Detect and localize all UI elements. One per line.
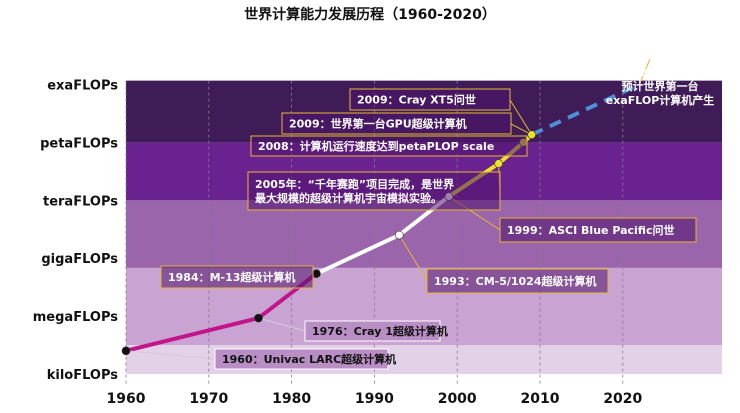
annotation-text-asci: 1999：ASCI Blue Pacific问世 (507, 223, 674, 237)
annotation-box-gpu (281, 112, 512, 135)
annotation-text-gpu: 2009：世界第一台GPU超级计算机 (289, 117, 467, 131)
annotation-box-tianhe (247, 171, 501, 211)
annotation-box-asci (499, 217, 697, 243)
annotation-text-m13: 1984：M-13超级计算机 (168, 270, 295, 284)
marker-1983 (312, 269, 321, 278)
leader-exa (638, 58, 651, 85)
annotation-text-tianhe: 2005年：“千年赛跑”项目完成，是世界 (255, 177, 454, 191)
x-tick-1960: 1960 (107, 391, 146, 407)
annotation-text-exa: 2021： (639, 66, 681, 79)
marker-2005 (494, 159, 503, 168)
y-tick-teraFLOPs: teraFLOPs (43, 194, 118, 209)
y-tick-exaFLOPs: exaFLOPs (47, 79, 118, 94)
y-axis-ticks: kiloFLOPs megaFLOPs gigaFLOPs teraFLOPs peta… (33, 79, 118, 384)
annotation-layer: 1960：Univac LARC超级计算机 1976：Cray 1超级计算机 198… (160, 66, 715, 370)
annotation-text-tianhe: 最大规模的超级计算机宇宙模拟实验。 (255, 191, 442, 205)
annotation-text-cray1: 1976：Cray 1超级计算机 (312, 324, 448, 338)
marker-1976 (254, 313, 263, 323)
annotation-box-peta (250, 135, 528, 157)
marker-2009 (527, 130, 537, 139)
x-tick-2010: 2010 (521, 391, 560, 407)
annotation-text-exa: 预计世界第一台 (622, 79, 699, 93)
annotation-text-exa: exaFLOP计算机产生 (606, 93, 715, 107)
leader-cray1 (258, 317, 306, 332)
annotation-box-cray1 (304, 320, 441, 342)
leader-univac (125, 350, 216, 360)
chart-title: 世界计算能力发展历程（1960-2020） (244, 6, 496, 23)
x-tick-1990: 1990 (355, 391, 394, 407)
x-tick-1970: 1970 (189, 391, 228, 407)
annotation-box-m13 (160, 265, 314, 289)
y-tick-kiloFLOPs: kiloFLOPs (47, 368, 119, 383)
x-tick-2020: 2020 (603, 391, 642, 407)
x-tick-2000: 2000 (438, 391, 477, 407)
y-tick-megaFLOPs: megaFLOPs (33, 310, 118, 325)
leader-xt5 (509, 99, 533, 135)
annotation-text-peta: 2008：计算机运行速度达到petaPLOP scale (258, 139, 494, 153)
annotation-text-univac: 1960：Univac LARC超级计算机 (222, 352, 396, 366)
annotation-box-xt5 (349, 88, 511, 111)
annotation-box-univac (214, 348, 389, 370)
x-axis-ticks: 1960 1970 1980 1990 2000 2010 2020 (107, 391, 643, 407)
marker-1993 (394, 230, 404, 240)
annotation-text-cm5: 1993：CM-5/1024超级计算机 (434, 274, 597, 288)
annotation-box-cm5 (426, 268, 609, 294)
y-tick-gigaFLOPs: gigaFLOPs (41, 252, 118, 267)
marker-1960 (121, 346, 131, 356)
y-tick-petaFLOPs: petaFLOPs (40, 136, 118, 151)
annotation-text-xt5: 2009：Cray XT5问世 (357, 93, 476, 107)
leader-cm5 (398, 234, 428, 282)
x-tick-1980: 1980 (272, 391, 311, 407)
